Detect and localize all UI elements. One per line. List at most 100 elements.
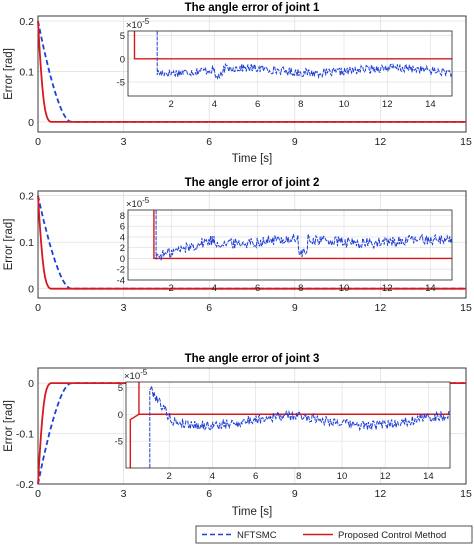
series-line-proposed xyxy=(37,20,466,123)
legend-label: NFTSMC xyxy=(237,530,277,541)
inset-x-tick-label: 4 xyxy=(210,471,215,482)
inset-x-tick-label: 6 xyxy=(255,99,260,110)
series-line-proposed xyxy=(37,382,466,485)
inset-x-tick-label: 8 xyxy=(296,471,301,482)
inset-y-tick-label: 4 xyxy=(120,232,125,243)
y-axis-label: Error [rad] xyxy=(3,48,15,100)
y-axis-label: Error [rad] xyxy=(3,219,15,271)
y-tick-label: 0.1 xyxy=(19,237,34,249)
plot-frame xyxy=(37,190,467,299)
inset-y-tick-label: 6 xyxy=(120,222,125,233)
inset-y-tick-label: -5 xyxy=(117,78,125,89)
plot-frame xyxy=(37,15,467,133)
inset-curves xyxy=(133,31,452,80)
inset-curves xyxy=(129,382,450,468)
chart-title: The angle error of joint 3 xyxy=(185,353,320,365)
inset-series-proposed-start xyxy=(129,413,140,468)
inset-background xyxy=(128,210,452,280)
legend: NFTSMC Proposed Control Method xyxy=(195,525,473,544)
inset-x-tick-label: 8 xyxy=(298,99,303,110)
y-tick-label: -0.1 xyxy=(16,429,34,441)
inset-x-tick-label: 8 xyxy=(298,283,303,294)
inset-y-tick-label: -5 xyxy=(115,437,123,448)
panel-joint-1: The angle error of joint 1 0 3 6 9 12 15 0 0.1 0.… xyxy=(3,2,472,165)
x-tick-label: 0 xyxy=(35,488,41,500)
inset-frame xyxy=(127,30,453,97)
panel-joint-2: The angle error of joint 2 0 3 6 9 12 15 0 0.1 0.… xyxy=(3,177,472,314)
inset-y-tick-label: 0 xyxy=(120,254,125,265)
inset-frame xyxy=(127,209,453,281)
legend-label: Proposed Control Method xyxy=(338,530,446,541)
x-tick-label: 3 xyxy=(121,488,127,500)
inset-x-tick-label: 6 xyxy=(255,283,260,294)
x-tick-label: 9 xyxy=(292,136,298,148)
series-line-proposed xyxy=(37,195,466,290)
series-line-nftsmc xyxy=(37,20,466,123)
inset-joint-3: 2 4 6 8 10 12 14 -5 0 5×10-5 xyxy=(115,368,451,482)
inset-curves xyxy=(153,210,452,261)
y-tick-label: 0.2 xyxy=(19,191,34,203)
inset-x-tick-label: 2 xyxy=(169,283,174,294)
inset-exponent-label: ×10-5 xyxy=(126,196,150,210)
inset-x-tick-label: 12 xyxy=(382,99,393,110)
inset-x-tick-label: 10 xyxy=(337,471,348,482)
y-tick-label: -0.2 xyxy=(16,479,34,491)
inset-y-tick-label: 0 xyxy=(120,54,125,65)
inset-y-tick-label: -4 xyxy=(117,276,125,287)
x-tick-label: 12 xyxy=(375,136,387,148)
panel-joint-3: The angle error of joint 3 0 3 6 9 12 15 -0.2 -0… xyxy=(3,353,472,518)
inset-x-tick-label: 14 xyxy=(425,283,436,294)
chart-title: The angle error of joint 2 xyxy=(185,177,320,189)
inset-y-tick-label: 0 xyxy=(118,410,123,421)
y-axis-label: Error [rad] xyxy=(3,400,15,452)
x-axis-label: Time [s] xyxy=(232,153,272,165)
inset-x-tick-label: 4 xyxy=(212,283,217,294)
plot-frame xyxy=(37,367,467,485)
inset-frame xyxy=(125,381,451,469)
inset-series-nftsmc xyxy=(149,385,450,468)
y-tick-label: 0.1 xyxy=(19,66,34,78)
inset-y-tick-label: 2 xyxy=(120,243,125,254)
inset-x-tick-label: 10 xyxy=(339,283,350,294)
inset-series-nftsmc xyxy=(156,31,452,80)
inset-exponent-label: ×10-5 xyxy=(126,17,150,31)
series-line-nftsmc xyxy=(37,382,466,485)
x-tick-label: 9 xyxy=(292,488,298,500)
x-tick-label: 6 xyxy=(206,136,212,148)
x-tick-label: 12 xyxy=(375,488,387,500)
inset-x-tick-label: 10 xyxy=(339,99,350,110)
inset-x-tick-label: 2 xyxy=(167,471,172,482)
inset-x-tick-label: 12 xyxy=(382,283,393,294)
inset-y-tick-label: -2 xyxy=(117,265,125,276)
y-tick-label: 0 xyxy=(28,117,34,129)
inset-series-proposed xyxy=(153,210,452,260)
inset-y-tick-label: 5 xyxy=(118,383,123,394)
x-tick-label: 6 xyxy=(206,488,212,500)
x-tick-label: 15 xyxy=(460,136,472,148)
x-tick-label: 12 xyxy=(375,302,387,314)
inset-y-tick-label: 8 xyxy=(120,211,125,222)
inset-series-proposed xyxy=(133,31,452,60)
y-tick-label: 0 xyxy=(28,378,34,390)
x-tick-label: 3 xyxy=(121,302,127,314)
y-tick-label: 0 xyxy=(28,284,34,296)
legend-box xyxy=(195,525,473,544)
inset-background xyxy=(128,31,452,96)
x-tick-label: 9 xyxy=(292,302,298,314)
inset-background xyxy=(126,382,450,468)
inset-x-tick-label: 4 xyxy=(212,99,217,110)
x-tick-label: 3 xyxy=(121,136,127,148)
inset-x-tick-label: 14 xyxy=(425,99,436,110)
y-tick-label: 0.2 xyxy=(19,16,34,28)
x-tick-label: 6 xyxy=(206,302,212,314)
inset-y-tick-label: 5 xyxy=(120,31,125,42)
inset-joint-1: 2 4 6 8 10 12 14 -5 0 5×10-5 xyxy=(117,17,453,110)
chart-title: The angle error of joint 1 xyxy=(185,2,320,14)
inset-exponent-label: ×10-5 xyxy=(124,368,148,382)
x-tick-label: 15 xyxy=(460,302,472,314)
x-tick-label: 15 xyxy=(460,488,472,500)
inset-x-tick-label: 12 xyxy=(380,471,391,482)
inset-x-tick-label: 14 xyxy=(423,471,434,482)
